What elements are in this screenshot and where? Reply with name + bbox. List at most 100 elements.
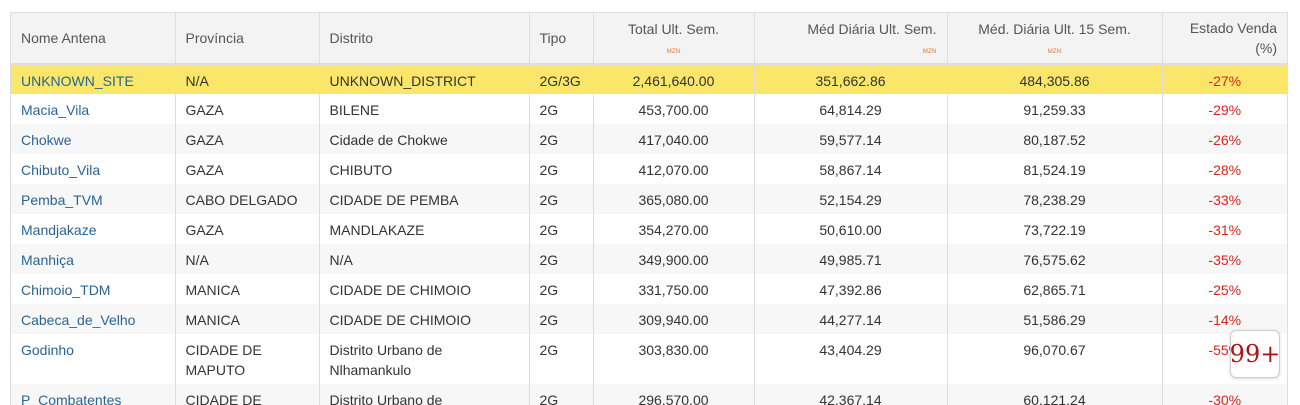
cell-estado-venda: -25% xyxy=(1161,274,1287,304)
cell-nome-antena[interactable]: Chimoio_TDM xyxy=(11,274,175,304)
column-header-provincia[interactable]: Província xyxy=(174,13,319,65)
cell-media-15: 91,259.33 xyxy=(946,94,1162,124)
cell-media: 47,392.86 xyxy=(753,274,947,304)
cell-nome-antena[interactable]: Godinho xyxy=(11,334,175,384)
header-label: Méd. Diária Ult. 15 Sem. xyxy=(978,21,1131,37)
table-row[interactable]: P_Combatentes CIDADE DE Distrito Urbano de… xyxy=(11,384,1287,405)
cell-distrito: N/A xyxy=(318,244,529,274)
table-row[interactable]: Chimoio_TDM MANICA CIDADE DE CHIMOIO 2G 331,… xyxy=(11,274,1287,304)
cell-tipo: 2G xyxy=(528,384,593,405)
cell-total: 365,080.00 xyxy=(592,184,754,214)
cell-media: 43,404.29 xyxy=(753,334,947,384)
cell-total: 309,940.00 xyxy=(592,304,754,334)
table-header-row: Nome Antena Província Distrito Tipo Tota… xyxy=(11,13,1287,65)
cell-distrito: BILENE xyxy=(318,94,529,124)
cell-nome-antena[interactable]: P_Combatentes xyxy=(11,384,175,405)
cell-total: 349,900.00 xyxy=(592,244,754,274)
column-header-total[interactable]: Total Ult. Sem. MZN xyxy=(592,13,754,65)
cell-estado-venda: -31% xyxy=(1161,214,1287,244)
cell-media-15: 484,305.86 xyxy=(946,64,1162,94)
cell-distrito: CIDADE DE CHIMOIO xyxy=(318,274,529,304)
cell-nome-antena[interactable]: Manhiça xyxy=(11,244,175,274)
column-header-media-15[interactable]: Méd. Diária Ult. 15 Sem. MZN xyxy=(946,13,1162,65)
notification-badge[interactable]: 99+ xyxy=(1230,330,1280,378)
table-row[interactable]: UNKNOWN_SITE N/A UNKNOWN_DISTRICT 2G/3G 2,46… xyxy=(11,64,1287,94)
cell-estado-venda: -14% xyxy=(1161,304,1287,334)
cell-provincia: CIDADE DE xyxy=(174,384,319,405)
cell-total: 303,830.00 xyxy=(592,334,754,384)
cell-provincia: GAZA xyxy=(174,124,319,154)
cell-total: 417,040.00 xyxy=(592,124,754,154)
cell-media: 52,154.29 xyxy=(753,184,947,214)
cell-media: 44,277.14 xyxy=(753,304,947,334)
cell-total: 296,570.00 xyxy=(592,384,754,405)
cell-media-15: 62,865.71 xyxy=(946,274,1162,304)
cell-media: 50,610.00 xyxy=(753,214,947,244)
cell-media-15: 60,121.24 xyxy=(946,384,1162,405)
column-header-estado-venda[interactable]: Estado Venda (%) xyxy=(1161,13,1287,65)
cell-total: 2,461,640.00 xyxy=(592,64,754,94)
badge-count: 99+ xyxy=(1229,340,1281,368)
table-body: UNKNOWN_SITE N/A UNKNOWN_DISTRICT 2G/3G 2,46… xyxy=(11,64,1287,405)
cell-media-15: 76,575.62 xyxy=(946,244,1162,274)
cell-estado-venda: -33% xyxy=(1161,184,1287,214)
cell-media-15: 73,722.19 xyxy=(946,214,1162,244)
cell-distrito: Distrito Urbano de Nlhamankulo xyxy=(318,334,529,384)
currency-label: MZN xyxy=(666,49,681,55)
cell-total: 331,750.00 xyxy=(592,274,754,304)
header-label: Estado Venda xyxy=(1189,20,1277,36)
cell-tipo: 2G xyxy=(528,124,593,154)
cell-provincia: MANICA xyxy=(174,274,319,304)
table-row[interactable]: Chibuto_Vila GAZA CHIBUTO 2G 412,070.00 58,86… xyxy=(11,154,1287,184)
cell-total: 453,700.00 xyxy=(592,94,754,124)
cell-provincia: N/A xyxy=(174,64,319,94)
cell-nome-antena[interactable]: Chibuto_Vila xyxy=(11,154,175,184)
cell-tipo: 2G/3G xyxy=(528,64,593,94)
cell-nome-antena[interactable]: Macia_Vila xyxy=(11,94,175,124)
table-row[interactable]: Godinho CIDADE DE MAPUTO Distrito Urbano d… xyxy=(11,334,1287,384)
cell-nome-antena[interactable]: Pemba_TVM xyxy=(11,184,175,214)
cell-media-15: 78,238.29 xyxy=(946,184,1162,214)
header-label: Distrito xyxy=(329,30,374,46)
table-row[interactable]: Pemba_TVM CABO DELGADO CIDADE DE PEMBA 2G 36… xyxy=(11,184,1287,214)
cell-nome-antena[interactable]: Chokwe xyxy=(11,124,175,154)
table-row[interactable]: Macia_Vila GAZA BILENE 2G 453,700.00 64,814.2… xyxy=(11,94,1287,124)
cell-estado-venda: -29% xyxy=(1161,94,1287,124)
cell-distrito: UNKNOWN_DISTRICT xyxy=(318,64,529,94)
header-label: (%) xyxy=(1255,40,1277,56)
header-label: Nome Antena xyxy=(21,30,106,46)
table-row[interactable]: Chokwe GAZA Cidade de Chokwe 2G 417,040.00 59… xyxy=(11,124,1287,154)
cell-tipo: 2G xyxy=(528,184,593,214)
cell-media: 59,577.14 xyxy=(753,124,947,154)
cell-provincia: GAZA xyxy=(174,214,319,244)
cell-media-15: 96,070.67 xyxy=(946,334,1162,384)
column-header-tipo[interactable]: Tipo xyxy=(528,13,593,65)
cell-nome-antena[interactable]: Cabeca_de_Velho xyxy=(11,304,175,334)
cell-estado-venda: -27% xyxy=(1161,64,1287,94)
cell-media: 351,662.86 xyxy=(753,64,947,94)
currency-label: MZN xyxy=(1047,49,1062,55)
cell-provincia: GAZA xyxy=(174,154,319,184)
cell-media: 42,367.14 xyxy=(753,384,947,405)
table-row[interactable]: Manhiça N/A N/A 2G 349,900.00 49,985.71 76,575… xyxy=(11,244,1287,274)
table-row[interactable]: Mandjakaze GAZA MANDLAKAZE 2G 354,270.00 50,6… xyxy=(11,214,1287,244)
column-header-media[interactable]: Méd Diária Ult. Sem. MZN xyxy=(753,13,947,65)
cell-provincia: MANICA xyxy=(174,304,319,334)
cell-estado-venda: -35% xyxy=(1161,244,1287,274)
cell-tipo: 2G xyxy=(528,334,593,384)
table-row[interactable]: Cabeca_de_Velho MANICA CIDADE DE CHIMOIO 2G… xyxy=(11,304,1287,334)
header-label: Méd Diária Ult. Sem. xyxy=(807,21,937,37)
column-header-nome-antena[interactable]: Nome Antena xyxy=(11,13,175,65)
cell-media-15: 51,586.29 xyxy=(946,304,1162,334)
header-label: Tipo xyxy=(539,30,567,46)
cell-tipo: 2G xyxy=(528,244,593,274)
cell-estado-venda: -26% xyxy=(1161,124,1287,154)
header-label: Total Ult. Sem. xyxy=(627,21,720,37)
cell-media-15: 80,187.52 xyxy=(946,124,1162,154)
cell-nome-antena[interactable]: Mandjakaze xyxy=(11,214,175,244)
cell-distrito: CHIBUTO xyxy=(318,154,529,184)
column-header-distrito[interactable]: Distrito xyxy=(318,13,529,65)
cell-distrito: Distrito Urbano de xyxy=(318,384,529,405)
cell-nome-antena[interactable]: UNKNOWN_SITE xyxy=(11,64,175,94)
cell-media: 64,814.29 xyxy=(753,94,947,124)
